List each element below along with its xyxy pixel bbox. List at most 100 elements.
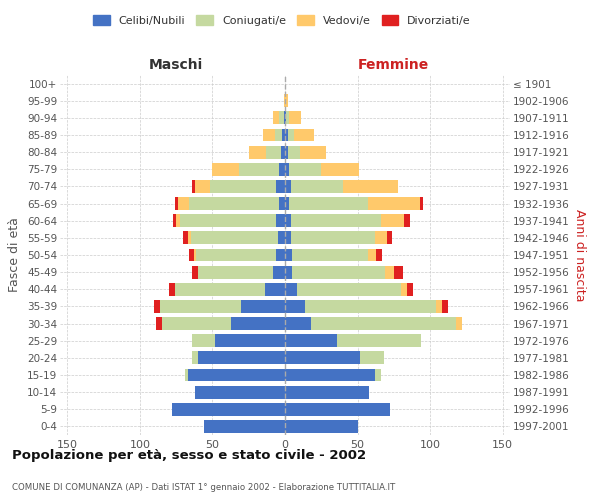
Bar [265, 283, 285, 296]
Bar [241, 300, 285, 313]
Bar [275, 128, 282, 141]
Bar [175, 283, 265, 296]
Bar [279, 112, 284, 124]
Bar [263, 128, 275, 141]
Bar [292, 248, 368, 262]
Bar [285, 300, 305, 313]
Bar [192, 334, 215, 347]
Bar [192, 352, 198, 364]
Bar [189, 197, 279, 210]
Text: Maschi: Maschi [149, 58, 203, 71]
Bar [289, 112, 301, 124]
Bar [195, 386, 285, 398]
Bar [274, 266, 285, 278]
Bar [212, 163, 239, 175]
Bar [385, 266, 394, 278]
Bar [278, 232, 285, 244]
Bar [456, 317, 462, 330]
Bar [172, 403, 285, 415]
Bar [154, 300, 160, 313]
Bar [291, 180, 343, 193]
Bar [188, 232, 191, 244]
Bar [279, 163, 285, 175]
Y-axis label: Fasce di età: Fasce di età [8, 218, 22, 292]
Bar [375, 232, 386, 244]
Bar [285, 128, 288, 141]
Bar [176, 214, 181, 227]
Bar [285, 112, 286, 124]
Bar [181, 214, 276, 227]
Bar [285, 248, 292, 262]
Bar [192, 180, 195, 193]
Bar [292, 266, 385, 278]
Bar [442, 300, 448, 313]
Bar [285, 334, 337, 347]
Bar [196, 248, 276, 262]
Bar [294, 128, 314, 141]
Bar [178, 197, 189, 210]
Bar [281, 146, 285, 158]
Bar [436, 300, 442, 313]
Bar [285, 266, 292, 278]
Bar [285, 317, 311, 330]
Bar [276, 214, 285, 227]
Bar [198, 266, 274, 278]
Bar [381, 214, 404, 227]
Bar [375, 368, 381, 382]
Bar [204, 420, 285, 433]
Bar [289, 163, 321, 175]
Bar [160, 300, 241, 313]
Bar [192, 266, 198, 278]
Bar [175, 197, 178, 210]
Legend: Celibi/Nubili, Coniugati/e, Vedovi/e, Divorziati/e: Celibi/Nubili, Coniugati/e, Vedovi/e, Di… [89, 10, 475, 30]
Bar [286, 112, 289, 124]
Bar [285, 368, 375, 382]
Bar [189, 248, 194, 262]
Bar [169, 283, 175, 296]
Bar [361, 352, 384, 364]
Bar [285, 214, 291, 227]
Bar [156, 317, 161, 330]
Bar [394, 266, 403, 278]
Text: COMUNE DI COMUNANZA (AP) - Dati ISTAT 1° gennaio 2002 - Elaborazione TUTTITALIA.: COMUNE DI COMUNANZA (AP) - Dati ISTAT 1°… [12, 484, 395, 492]
Bar [368, 197, 420, 210]
Bar [368, 248, 376, 262]
Bar [288, 146, 299, 158]
Bar [285, 180, 291, 193]
Bar [209, 180, 276, 193]
Bar [191, 232, 278, 244]
Text: Popolazione per età, sesso e stato civile - 2002: Popolazione per età, sesso e stato civil… [12, 450, 366, 462]
Bar [285, 403, 389, 415]
Bar [173, 214, 176, 227]
Y-axis label: Anni di nascita: Anni di nascita [573, 209, 586, 301]
Bar [188, 368, 285, 382]
Bar [285, 232, 291, 244]
Bar [285, 94, 288, 107]
Bar [285, 146, 288, 158]
Bar [266, 146, 281, 158]
Bar [299, 146, 326, 158]
Bar [195, 180, 209, 193]
Bar [274, 112, 279, 124]
Text: Femmine: Femmine [358, 58, 430, 71]
Bar [404, 214, 410, 227]
Bar [285, 386, 369, 398]
Bar [231, 317, 285, 330]
Bar [420, 197, 423, 210]
Bar [215, 334, 285, 347]
Bar [282, 128, 285, 141]
Bar [288, 128, 294, 141]
Bar [305, 300, 436, 313]
Bar [249, 146, 266, 158]
Bar [386, 232, 392, 244]
Bar [185, 368, 188, 382]
Bar [198, 352, 285, 364]
Bar [285, 420, 358, 433]
Bar [285, 283, 296, 296]
Bar [343, 180, 398, 193]
Bar [194, 248, 196, 262]
Bar [285, 352, 361, 364]
Bar [276, 180, 285, 193]
Bar [279, 197, 285, 210]
Bar [376, 248, 382, 262]
